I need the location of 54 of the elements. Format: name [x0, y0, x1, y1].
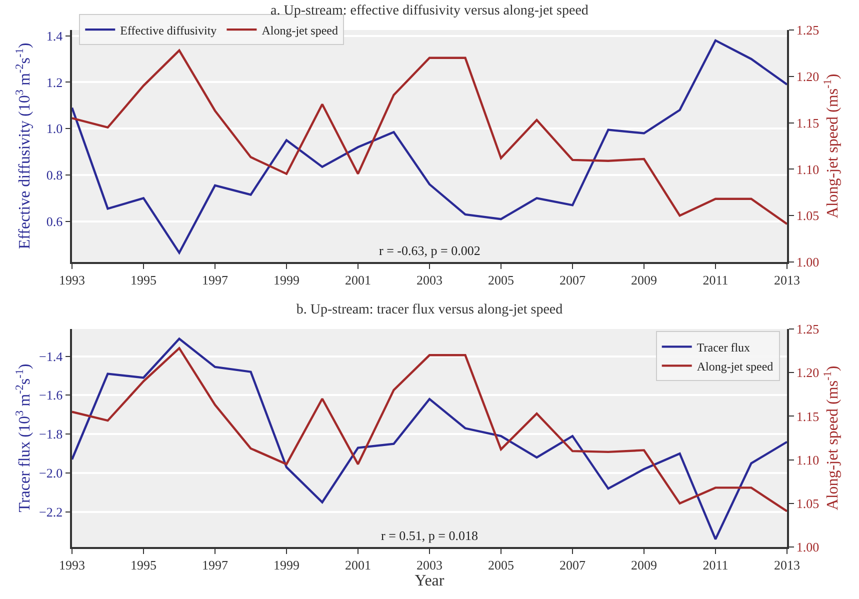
- legend-label: Effective diffusivity: [120, 23, 217, 38]
- y-tick-label: −1.4: [39, 348, 64, 364]
- legend-label: Tracer flux: [696, 340, 750, 354]
- x-tick-label: 2013: [774, 557, 800, 572]
- y2-tick-label: 1.20: [796, 68, 820, 84]
- y2-tick-label: 1.20: [796, 365, 820, 380]
- y-tick-label: −2.0: [39, 466, 63, 481]
- chart-title: b. Up-stream: tracer flux versus along-jet speed: [296, 302, 563, 318]
- chart-title: a. Up-stream: effective diffusivity versus along-jet speed: [270, 3, 588, 18]
- legend-label: Along-jet speed: [696, 359, 774, 374]
- y-tick-label: 0.6: [46, 214, 64, 229]
- y2-tick-label: 1.10: [796, 162, 820, 177]
- x-tick-label: 1999: [274, 557, 300, 572]
- x-tick-label: 2009: [631, 272, 657, 288]
- y-tick-label: −1.6: [39, 388, 64, 403]
- y-tick-label: −2.2: [39, 504, 63, 520]
- y2-tick-label: 1.15: [796, 115, 820, 130]
- y2-tick-label: 1.05: [796, 208, 820, 224]
- x-tick-label: 2001: [345, 557, 371, 572]
- x-tick-label: 2003: [416, 272, 442, 288]
- y2-tick-label: 1.25: [796, 322, 820, 337]
- x-tick-label: 2007: [560, 272, 586, 288]
- y2-tick-label: 1.00: [796, 540, 820, 555]
- x-tick-label: 1995: [130, 272, 156, 288]
- y-tick-label: 1.0: [46, 121, 63, 136]
- x-tick-label: 2011: [702, 557, 728, 572]
- y-tick-label: 1.2: [46, 74, 63, 90]
- x-tick-label: 1997: [202, 272, 228, 288]
- y2-tick-label: 1.25: [796, 22, 820, 38]
- y2-tick-label: 1.10: [796, 452, 820, 468]
- x-tick-label: 1997: [202, 557, 228, 572]
- annotation: r = 0.51, p = 0.018: [381, 528, 478, 543]
- x-axis-title: Year: [414, 572, 445, 590]
- x-tick-label: 2001: [345, 272, 371, 288]
- y-tick-label: 1.4: [46, 28, 64, 44]
- x-tick-label: 2003: [416, 557, 442, 572]
- y-tick-label: −1.8: [39, 426, 63, 442]
- annotation: r = -0.63, p = 0.002: [379, 243, 480, 258]
- x-tick-label: 1993: [59, 557, 85, 572]
- x-tick-label: 1993: [59, 272, 85, 288]
- x-tick-label: 2007: [560, 557, 586, 572]
- x-tick-label: 2009: [631, 557, 657, 572]
- x-tick-label: 2005: [488, 557, 514, 572]
- y-tick-label: 0.8: [46, 168, 63, 183]
- x-tick-label: 2013: [774, 272, 800, 288]
- x-tick-label: 2011: [702, 272, 728, 288]
- line-series: [72, 49, 787, 226]
- y2-tick-label: 1.00: [796, 254, 820, 270]
- x-tick-label: 2005: [488, 272, 514, 288]
- x-tick-label: 1999: [274, 272, 300, 288]
- y2-tick-label: 1.05: [796, 496, 820, 511]
- y2-tick-label: 1.15: [796, 408, 820, 424]
- legend-label: Along-jet speed: [262, 23, 338, 38]
- x-tick-label: 1995: [130, 557, 156, 572]
